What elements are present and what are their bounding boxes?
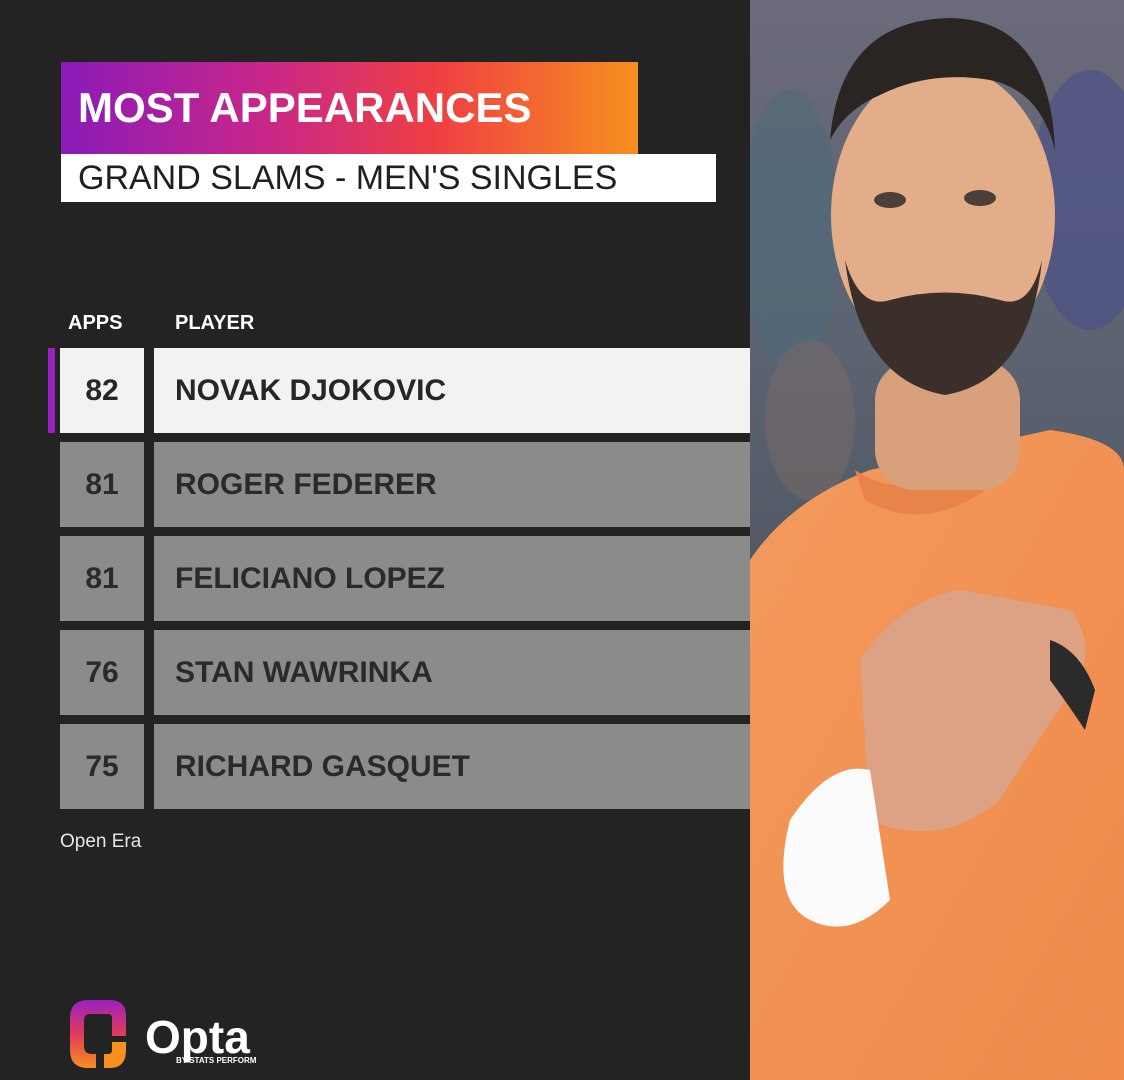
opta-logo: Opta BY STATS PERFORM	[66, 996, 306, 1072]
title-banner: MOST APPEARANCES	[61, 62, 638, 154]
apps-cell: 75	[60, 724, 144, 809]
player-name: STAN WAWRINKA	[175, 655, 433, 689]
player-name: ROGER FEDERER	[175, 467, 437, 501]
player-name: RICHARD GASQUET	[175, 749, 471, 783]
column-header-apps: APPS	[68, 312, 123, 334]
table-row: 81 FELICIANO LOPEZ	[60, 536, 750, 621]
page-subtitle: GRAND SLAMS - MEN'S SINGLES	[78, 158, 618, 197]
table-row: 75 RICHARD GASQUET	[60, 724, 750, 809]
subtitle-banner: GRAND SLAMS - MEN'S SINGLES	[61, 154, 716, 202]
player-cell: RICHARD GASQUET	[154, 724, 750, 809]
table-row: 82 NOVAK DJOKOVIC	[48, 348, 750, 433]
player-cell: NOVAK DJOKOVIC	[154, 348, 750, 433]
player-photo	[750, 0, 1124, 1080]
table-row: 76 STAN WAWRINKA	[60, 630, 750, 715]
apps-cell: 82	[60, 348, 144, 433]
highlight-accent-bar	[48, 348, 55, 433]
graphic-panel: MOST APPEARANCES GRAND SLAMS - MEN'S SIN…	[48, 62, 750, 1072]
apps-cell: 81	[60, 536, 144, 621]
player-cell: STAN WAWRINKA	[154, 630, 750, 715]
column-header-player: PLAYER	[175, 312, 255, 334]
apps-cell: 76	[60, 630, 144, 715]
apps-cell: 81	[60, 442, 144, 527]
footnote: Open Era	[60, 831, 142, 852]
brand-tagline: BY STATS PERFORM	[176, 1056, 257, 1065]
player-cell: ROGER FEDERER	[154, 442, 750, 527]
player-name: NOVAK DJOKOVIC	[175, 373, 447, 407]
brand-name: Opta	[145, 1011, 250, 1063]
page-title: MOST APPEARANCES	[78, 84, 532, 131]
player-name: FELICIANO LOPEZ	[175, 561, 445, 595]
opta-logo-icon	[70, 1000, 126, 1068]
table-row: 81 ROGER FEDERER	[60, 442, 750, 527]
player-cell: FELICIANO LOPEZ	[154, 536, 750, 621]
